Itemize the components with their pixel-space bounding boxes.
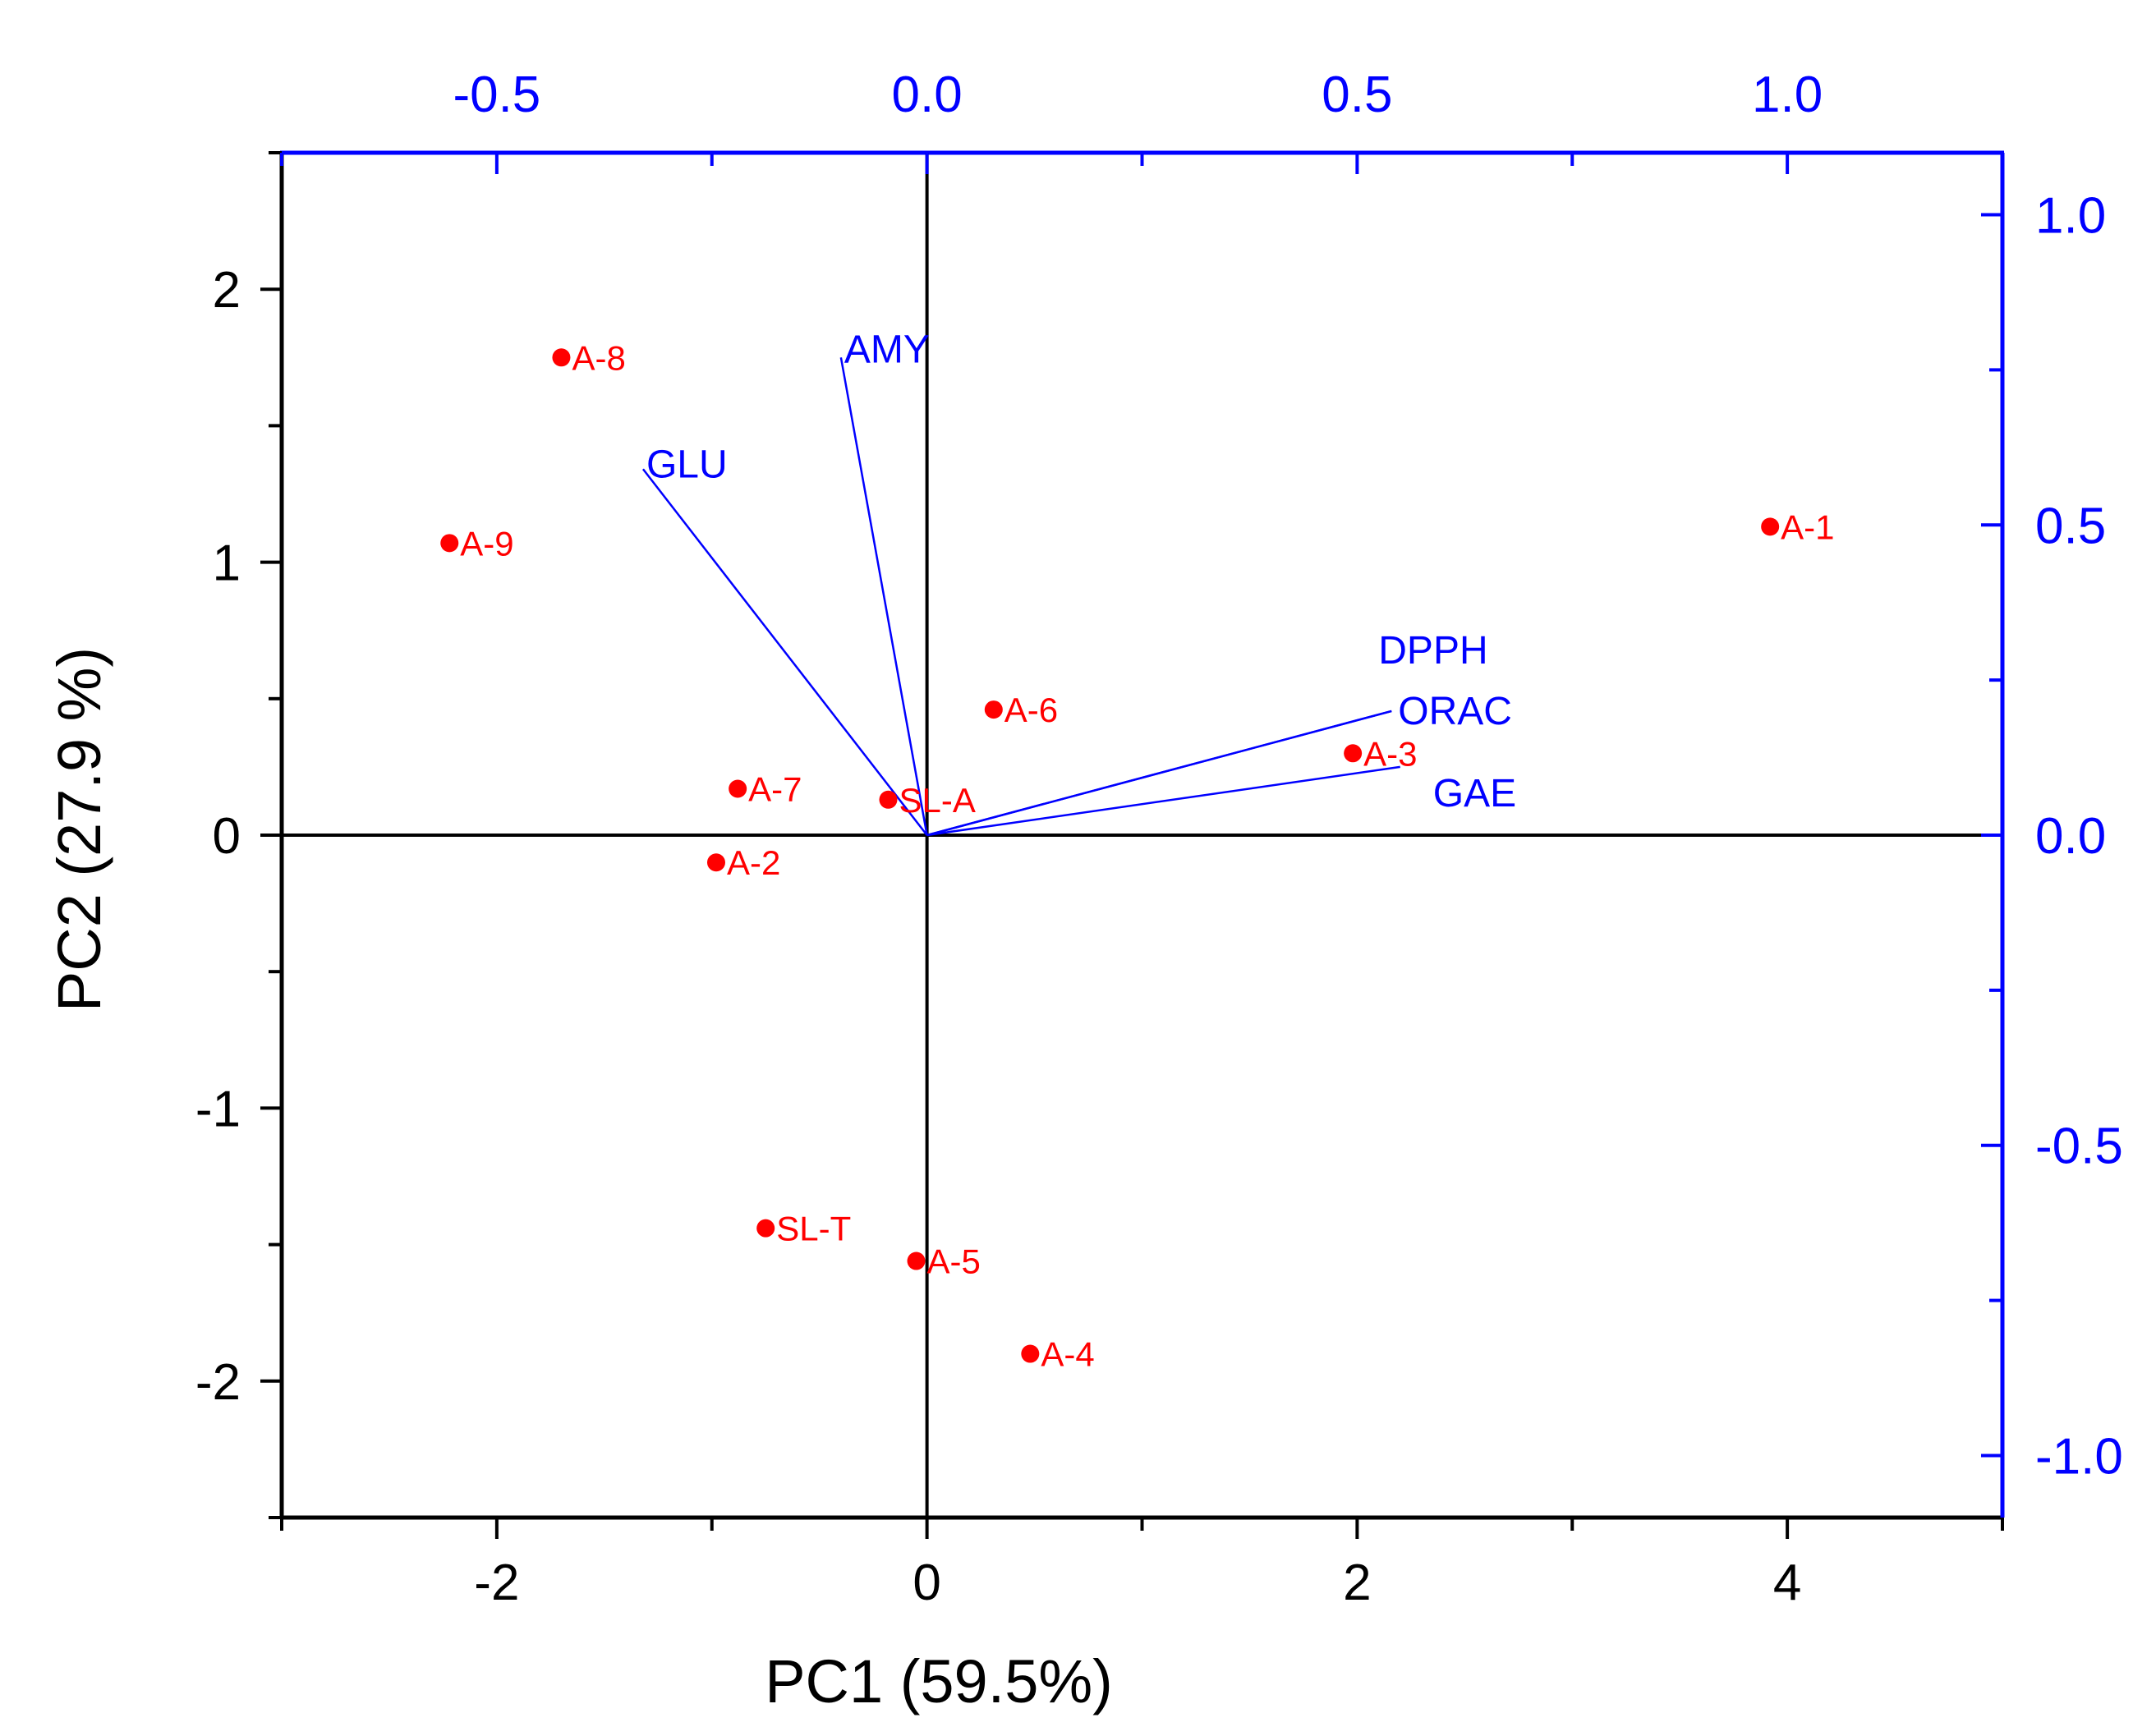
score-point-a-5: [907, 1251, 926, 1270]
loading-label-dpph: DPPH: [1378, 629, 1487, 673]
score-label-sl-t: SL-T: [776, 1210, 851, 1248]
score-point-sl-t: [756, 1219, 775, 1238]
score-point-sl-a: [879, 790, 898, 809]
right-tick-label: -1.0: [2035, 1428, 2123, 1485]
score-label-a-1: A-1: [1781, 507, 1834, 546]
y-axis-title: PC2 (27.9 %): [45, 647, 113, 1012]
top-tick-label: 0.5: [1322, 67, 1392, 123]
score-label-a-3: A-3: [1363, 734, 1417, 773]
x-tick-label: 4: [1773, 1555, 1801, 1611]
score-point-a-9: [440, 534, 459, 553]
score-label-a-9: A-9: [460, 524, 513, 563]
score-label-a-6: A-6: [1004, 691, 1058, 729]
loading-label-orac: ORAC: [1398, 690, 1512, 733]
right-tick-label: 0.5: [2035, 498, 2106, 554]
y-tick-label: 2: [213, 262, 241, 319]
loading-label-amy: AMY: [844, 328, 930, 371]
score-point-a-1: [1761, 517, 1780, 536]
y-tick-label: -2: [195, 1354, 241, 1411]
x-tick-label: 2: [1343, 1555, 1371, 1611]
score-label-a-4: A-4: [1041, 1335, 1094, 1374]
score-label-a-5: A-5: [927, 1242, 981, 1281]
axes-layer: -2 0 2 4 -2 -1 0 1 2 -0.5 0.0 0.5 1.0 -1.0 -0.5 0.0 0.5 1…: [195, 67, 2123, 1611]
top-tick-label: 0.0: [892, 67, 963, 123]
loading-vector-glu: [641, 468, 928, 836]
score-point-a-3: [1344, 744, 1363, 763]
scores-layer: A-1 A-2 A-3 A-4 A-5 A-6 A-7 A-8 A-9 SL-A SL-T: [440, 338, 1835, 1374]
loading-label-gae: GAE: [1433, 772, 1516, 815]
right-tick-label: -0.5: [2035, 1118, 2123, 1175]
score-point-a-6: [984, 700, 1003, 719]
score-point-a-4: [1021, 1344, 1040, 1363]
loading-vector-amy: [839, 357, 928, 836]
x-axis-title: PC1 (59.5%): [765, 1647, 1113, 1715]
y-tick-label: 1: [213, 535, 241, 592]
x-tick-label: -2: [474, 1555, 519, 1611]
score-label-a-2: A-2: [727, 843, 780, 882]
score-point-a-7: [729, 779, 747, 798]
loading-label-glu: GLU: [646, 443, 728, 486]
right-tick-label: 0.0: [2035, 808, 2106, 865]
score-label-a-8: A-8: [572, 338, 625, 377]
score-label-sl-a: SL-A: [899, 781, 975, 820]
loadings-layer: AMY GLU DPPH ORAC GAE: [641, 328, 1516, 837]
score-label-a-7: A-7: [748, 769, 802, 808]
top-tick-label: -0.5: [453, 67, 540, 123]
top-tick-label: 1.0: [1752, 67, 1823, 123]
loading-vector-gae: [926, 765, 1400, 837]
y-tick-label: -1: [195, 1081, 241, 1137]
y-tick-label: 0: [213, 808, 241, 865]
score-point-a-8: [552, 348, 571, 367]
right-tick-label: 1.0: [2035, 188, 2106, 245]
x-tick-label: 0: [913, 1555, 940, 1611]
loading-vector-orac: [926, 710, 1392, 837]
score-point-a-2: [706, 853, 725, 872]
